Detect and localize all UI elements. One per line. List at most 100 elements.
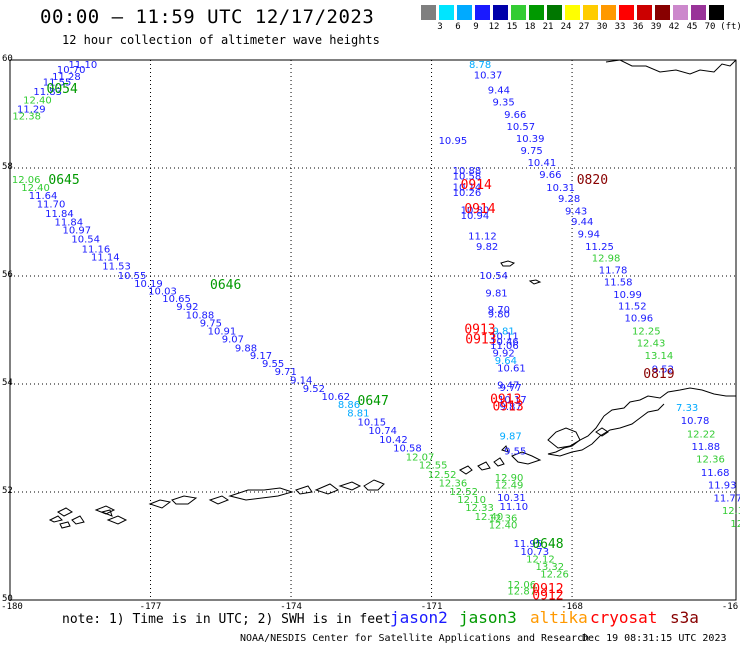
wave-height-value: 9.55 bbox=[262, 359, 284, 370]
wave-height-value: 12.25 bbox=[632, 327, 661, 338]
wave-height-value: 12.22 bbox=[687, 430, 716, 441]
wave-height-value: 12.87 bbox=[507, 586, 536, 597]
color-scale-label: 12 bbox=[488, 22, 500, 32]
wave-height-value: 10.31 bbox=[497, 493, 526, 504]
color-scale-label: 15 bbox=[506, 22, 518, 32]
wave-height-value: 9.14 bbox=[290, 376, 312, 387]
map-subtitle: 12 hour collection of altimeter wave hei… bbox=[62, 33, 380, 47]
satellite-legend-cryosat: cryosat bbox=[590, 608, 658, 627]
wave-height-value: 10.37 bbox=[474, 71, 503, 82]
wave-height-value: 10.15 bbox=[358, 417, 387, 428]
pass-time-s3a: 0819 bbox=[643, 367, 674, 382]
wave-height-value: 12.33 bbox=[465, 503, 494, 514]
wave-height-value: 11.06 bbox=[490, 341, 519, 352]
wave-height-value: 12.36 bbox=[696, 455, 725, 466]
islands-near bbox=[48, 505, 128, 529]
pass-time-cryosat: 0913 bbox=[490, 393, 521, 408]
pass-time-cryosat: 0912 bbox=[532, 589, 563, 604]
color-scale-swatch bbox=[529, 5, 544, 20]
wave-height-value: 9.88 bbox=[235, 343, 257, 354]
wave-height-value: 9.66 bbox=[539, 170, 561, 181]
wave-height-value: 9.47 bbox=[497, 381, 519, 392]
wave-height-value: 12.98 bbox=[592, 254, 621, 265]
wave-height-value: 13.32 bbox=[536, 562, 565, 573]
pass-time-jason3: 0645 bbox=[48, 173, 79, 188]
lon-tick-label: -180 bbox=[1, 602, 23, 612]
wave-height-value: 12.90 bbox=[495, 473, 524, 484]
lon-tick-label: -16 bbox=[721, 602, 739, 612]
lon-tick-label: -177 bbox=[139, 602, 162, 612]
pass-time-jason3: 0646 bbox=[210, 278, 241, 293]
wave-height-value: 9.87 bbox=[499, 431, 521, 442]
wave-height-value: 9.66 bbox=[504, 110, 526, 121]
lat-tick-label: 50 bbox=[2, 594, 13, 604]
wave-height-value: 10.99 bbox=[613, 290, 642, 301]
wave-height-value: 10.88 bbox=[453, 166, 482, 177]
wave-height-value: 9.44 bbox=[571, 217, 593, 228]
pass-time-cryosat: 0914 bbox=[464, 202, 495, 217]
wave-height-value: 10.26 bbox=[453, 188, 482, 199]
islands-four-mountains bbox=[459, 457, 505, 475]
wave-height-value: 10.11 bbox=[490, 331, 519, 342]
wave-height-value: 10.73 bbox=[521, 547, 550, 558]
pass-time-jason3: 0647 bbox=[358, 394, 389, 409]
wave-height-value: 9.77 bbox=[499, 383, 521, 394]
color-scale-swatch bbox=[565, 5, 580, 20]
wave-height-value: 11.83 bbox=[33, 87, 62, 98]
lon-tick-label: -171 bbox=[420, 602, 443, 612]
color-scale-swatch bbox=[457, 5, 472, 20]
wave-height-value: 10.54 bbox=[71, 235, 100, 246]
pass-time-cryosat: 0912 bbox=[532, 582, 563, 597]
wave-height-value: 12.06 bbox=[507, 580, 536, 591]
lat-lon-grid bbox=[9, 59, 737, 601]
wave-height-value: 9.92 bbox=[492, 349, 514, 360]
wave-height-value: 11.84 bbox=[54, 217, 83, 228]
wave-height-value: 11.28 bbox=[52, 72, 81, 83]
pass-time-jason3: 0648 bbox=[532, 537, 563, 552]
pass-time-cryosat: 0913 bbox=[492, 400, 523, 415]
wave-height-value: 12.43 bbox=[637, 338, 666, 349]
wave-height-value: 10.42 bbox=[379, 435, 408, 446]
wave-height-value: 9.87 bbox=[499, 402, 521, 413]
wave-height-value: 11.25 bbox=[585, 242, 614, 253]
wave-height-value: 12.12 bbox=[526, 554, 555, 565]
wave-height-value: 9.94 bbox=[578, 229, 600, 240]
wave-height-value: 10.54 bbox=[479, 271, 508, 282]
color-scale-label: 24 bbox=[560, 22, 572, 32]
island-unalaska bbox=[547, 427, 581, 449]
wave-height-value: 10.96 bbox=[625, 314, 654, 325]
color-scale-label: 6 bbox=[455, 22, 461, 32]
wave-height-value: 10.80 bbox=[461, 206, 490, 217]
wave-height-value: 10.70 bbox=[57, 65, 86, 76]
satellite-pass-times: 0054064506460647064809140914091309130913… bbox=[47, 82, 675, 604]
wave-height-value: 13.14 bbox=[645, 351, 674, 362]
wave-height-value: 10.39 bbox=[516, 134, 545, 145]
wave-height-value: 11.77 bbox=[714, 493, 740, 504]
wave-height-value: 10.94 bbox=[461, 211, 490, 222]
color-scale-unit: (ft) bbox=[720, 22, 740, 32]
wave-height-value: 12.39 bbox=[730, 519, 740, 530]
wave-height-value: 12.10 bbox=[457, 495, 486, 506]
lat-tick-label: 54 bbox=[2, 378, 13, 388]
color-scale-swatch bbox=[475, 5, 490, 20]
islands-andreanof bbox=[295, 479, 385, 495]
wave-height-value: 10.46 bbox=[490, 337, 519, 348]
wave-height-value: 11.58 bbox=[604, 277, 633, 288]
color-scale-swatch bbox=[637, 5, 652, 20]
color-scale-label: 30 bbox=[596, 22, 608, 32]
color-scale-label: 18 bbox=[524, 22, 536, 32]
wave-height-value: 10.74 bbox=[368, 426, 397, 437]
wave-height-value: 12.55 bbox=[419, 460, 448, 471]
wave-height-value: 9.64 bbox=[495, 356, 517, 367]
lat-tick-label: 60 bbox=[2, 54, 13, 64]
wave-height-value: 9.28 bbox=[558, 194, 580, 205]
wave-height-value: 10.62 bbox=[321, 392, 350, 403]
wave-height-value: 9.82 bbox=[476, 242, 498, 253]
wave-height-value: 9.07 bbox=[222, 335, 244, 346]
wave-height-value: 12.38 bbox=[12, 112, 41, 123]
wave-height-value: 8.78 bbox=[469, 60, 491, 71]
lat-tick-label: 52 bbox=[2, 486, 13, 496]
pass-time-cryosat: 0914 bbox=[461, 178, 492, 193]
color-scale-swatch bbox=[493, 5, 508, 20]
coastline-northeast bbox=[605, 59, 737, 75]
